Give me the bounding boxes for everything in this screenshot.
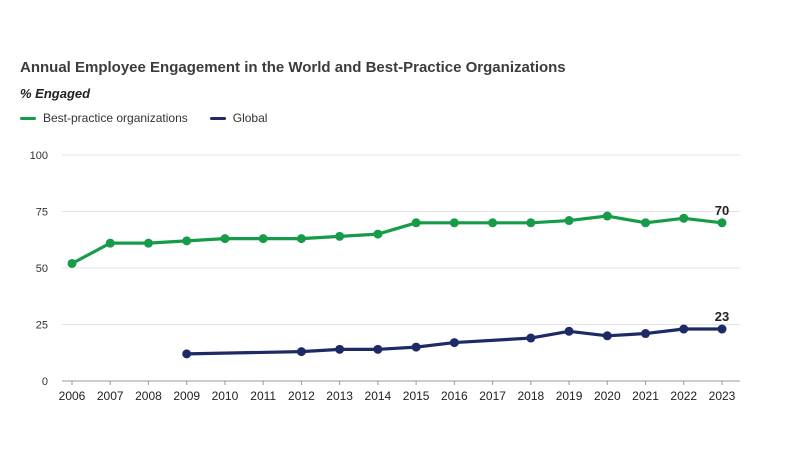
data-point [526, 218, 536, 228]
data-point [641, 329, 651, 339]
data-point [488, 218, 498, 228]
x-tick-label: 2018 [517, 389, 544, 403]
data-point [449, 218, 459, 228]
x-tick-label: 2013 [326, 389, 353, 403]
legend-swatch [20, 116, 36, 120]
data-point [335, 344, 345, 354]
data-point [602, 211, 612, 221]
x-tick-label: 2011 [250, 389, 276, 403]
x-tick-label: 2019 [556, 389, 583, 403]
x-tick-label: 2009 [173, 389, 200, 403]
chart-title: Annual Employee Engagement in the World … [20, 59, 566, 76]
legend-swatch [209, 116, 226, 120]
legend-label: Best-practice organizations [43, 111, 188, 125]
data-point [182, 349, 192, 359]
data-point [258, 234, 268, 244]
x-tick-label: 2012 [288, 389, 315, 403]
data-point [373, 344, 383, 354]
x-tick-label: 2016 [441, 389, 468, 403]
data-point [679, 324, 689, 334]
legend: Best-practice organizations Global [20, 111, 267, 125]
data-point [602, 331, 612, 341]
data-point [296, 347, 306, 357]
data-point [143, 238, 153, 248]
data-point [717, 218, 727, 228]
x-tick-label: 2008 [135, 389, 162, 403]
data-point [679, 213, 689, 223]
y-tick-label: 50 [36, 263, 48, 275]
x-tick-label: 2015 [403, 389, 430, 403]
data-point [220, 234, 230, 244]
x-tick-label: 2023 [709, 389, 736, 403]
x-tick-label: 2006 [59, 389, 86, 403]
y-tick-label: 100 [30, 150, 48, 162]
data-point [182, 236, 192, 246]
data-point [411, 218, 421, 228]
legend-label: Global [232, 111, 268, 125]
data-point [373, 229, 383, 239]
end-data-label: 23 [715, 309, 729, 324]
data-point [296, 234, 306, 244]
x-tick-label: 2020 [594, 389, 621, 403]
y-axis-label: % Engaged [20, 86, 91, 101]
data-point [449, 338, 459, 348]
series-line-global [186, 327, 722, 356]
data-point [641, 218, 651, 228]
x-tick-label: 2014 [365, 389, 392, 403]
y-tick-label: 25 [36, 320, 48, 332]
series-line-best-practice [71, 214, 723, 265]
end-data-label: 70 [715, 203, 729, 218]
legend-item-global: Global [209, 111, 268, 125]
x-tick-label: 2022 [670, 389, 697, 403]
data-point [564, 216, 574, 226]
data-point [105, 238, 115, 248]
data-point [411, 342, 421, 352]
data-point [67, 258, 77, 268]
data-point [717, 324, 727, 334]
data-point [526, 333, 536, 343]
x-tick-label: 2017 [479, 389, 506, 403]
data-point [564, 326, 574, 336]
x-tick-label: 2010 [212, 389, 239, 403]
y-tick-label: 75 [36, 207, 48, 219]
data-point [335, 231, 345, 241]
x-tick-label: 2021 [632, 389, 659, 403]
y-tick-label: 0 [42, 376, 48, 388]
legend-item-best-practice: Best-practice organizations [20, 111, 188, 125]
x-tick-label: 2007 [97, 389, 124, 403]
